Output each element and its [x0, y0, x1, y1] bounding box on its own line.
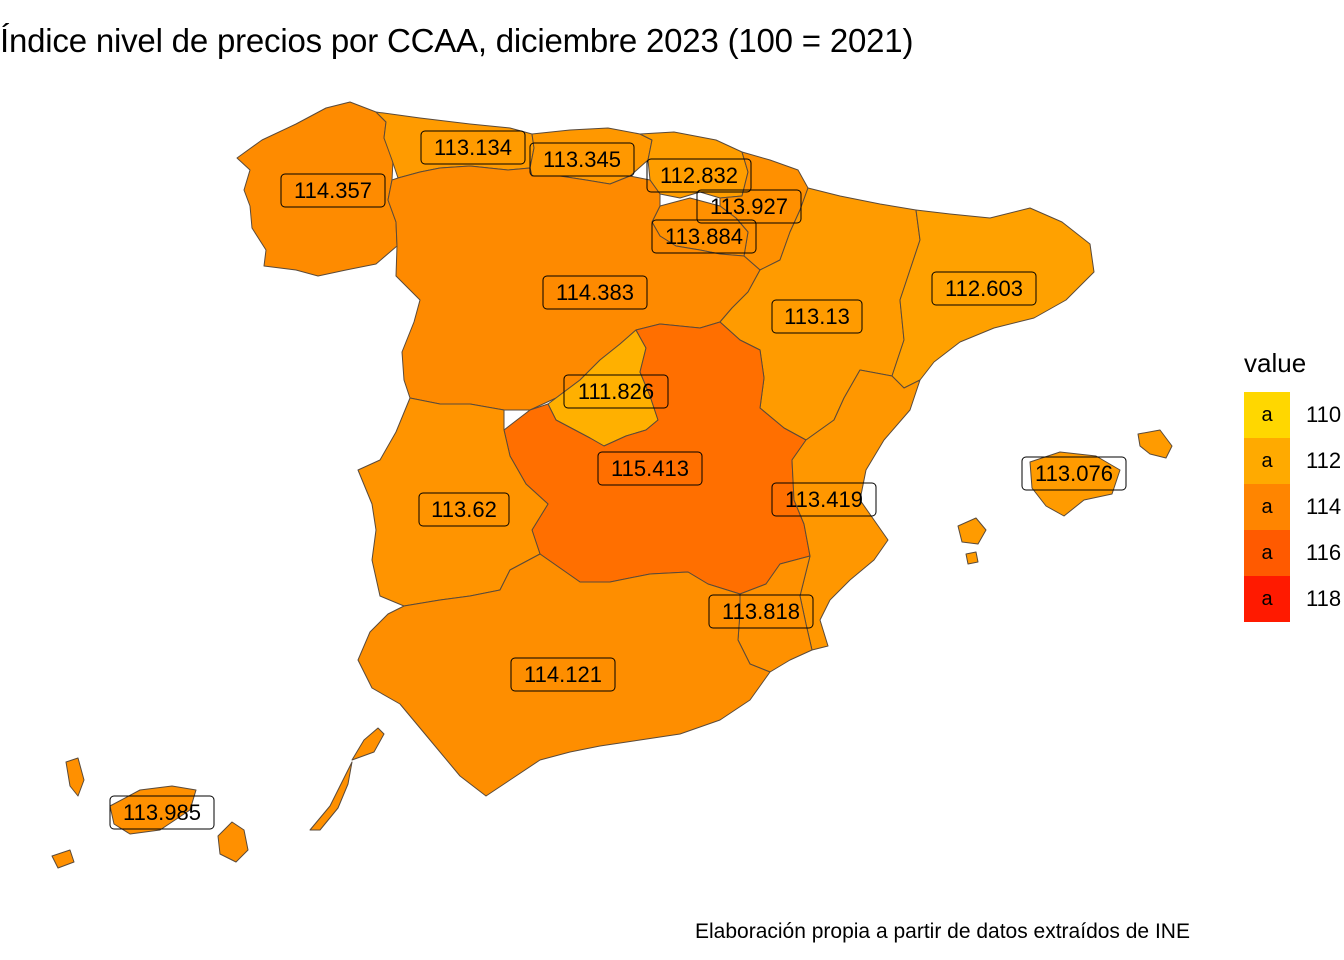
label-castilla-la-mancha-text: 115.413 [611, 456, 689, 481]
legend-item: a 116 [1244, 530, 1344, 576]
label-comunitat-valenciana: 113.419 [771, 482, 877, 517]
label-andalucia-text: 114.121 [524, 662, 602, 687]
label-cataluna: 112.603 [931, 271, 1037, 306]
label-cantabria: 113.345 [529, 142, 635, 177]
page-title: Índice nivel de precios por CCAA, diciem… [0, 22, 914, 59]
region-canarias[interactable] [51, 727, 385, 869]
caption: Elaboración propia a partir de datos ext… [695, 920, 1190, 943]
label-andalucia: 114.121 [510, 657, 616, 692]
label-la-rioja-text: 113.884 [665, 224, 743, 249]
legend-title: value [1244, 348, 1307, 378]
region-illes-balears[interactable] [957, 429, 1173, 565]
legend-item: a 112 [1244, 438, 1344, 484]
legend-value-label: 116 [1306, 540, 1342, 565]
legend-item: a 110 [1244, 392, 1344, 438]
label-madrid: 111.826 [563, 374, 669, 409]
label-aragon-text: 113.13 [784, 304, 850, 329]
label-extremadura-text: 113.62 [431, 497, 497, 522]
label-galicia-text: 114.357 [294, 178, 372, 203]
label-cantabria-text: 113.345 [543, 147, 621, 172]
label-galicia: 114.357 [280, 173, 386, 208]
region-cataluna[interactable] [891, 207, 1095, 389]
legend-item: a 114 [1244, 484, 1344, 530]
region-pais-vasco[interactable] [639, 131, 749, 199]
label-region-de-murcia: 113.818 [708, 594, 814, 629]
label-navarra-text: 113.927 [710, 194, 788, 219]
legend-value-label: 112 [1306, 448, 1342, 473]
label-canarias-text: 113.985 [123, 800, 201, 825]
region-andalucia[interactable] [357, 553, 771, 797]
label-asturias: 113.134 [420, 130, 526, 165]
label-pais-vasco: 112.832 [646, 158, 752, 193]
label-castilla-la-mancha: 115.413 [597, 451, 703, 486]
legend-value-label: 110 [1306, 402, 1342, 427]
label-aragon: 113.13 [771, 299, 863, 334]
legend-key-swatch: a [1244, 576, 1290, 622]
label-la-rioja: 113.884 [651, 219, 757, 254]
label-asturias-text: 113.134 [434, 135, 512, 160]
label-castilla-y-leon-text: 114.383 [556, 280, 634, 305]
legend-value-label: 114 [1306, 494, 1342, 519]
legend-key-swatch: a [1244, 392, 1290, 438]
label-canarias: 113.985 [109, 795, 215, 830]
legend-key-swatch: a [1244, 438, 1290, 484]
label-pais-vasco-text: 112.832 [660, 163, 738, 188]
label-illes-balears-text: 113.076 [1035, 461, 1113, 486]
label-region-de-murcia-text: 113.818 [722, 599, 800, 624]
legend-value-label: 118 [1306, 586, 1342, 611]
label-navarra: 113.927 [696, 189, 802, 224]
legend-key-swatch: a [1244, 484, 1290, 530]
legend-key-swatch: a [1244, 530, 1290, 576]
label-castilla-y-leon: 114.383 [542, 275, 648, 310]
label-cataluna-text: 112.603 [945, 276, 1023, 301]
label-extremadura: 113.62 [418, 492, 510, 527]
region-comunitat-valenciana[interactable] [791, 369, 921, 651]
legend-item: a 118 [1244, 576, 1344, 622]
label-madrid-text: 111.826 [578, 379, 654, 404]
label-illes-balears: 113.076 [1021, 456, 1127, 491]
label-comunitat-valenciana-text: 113.419 [785, 487, 863, 512]
